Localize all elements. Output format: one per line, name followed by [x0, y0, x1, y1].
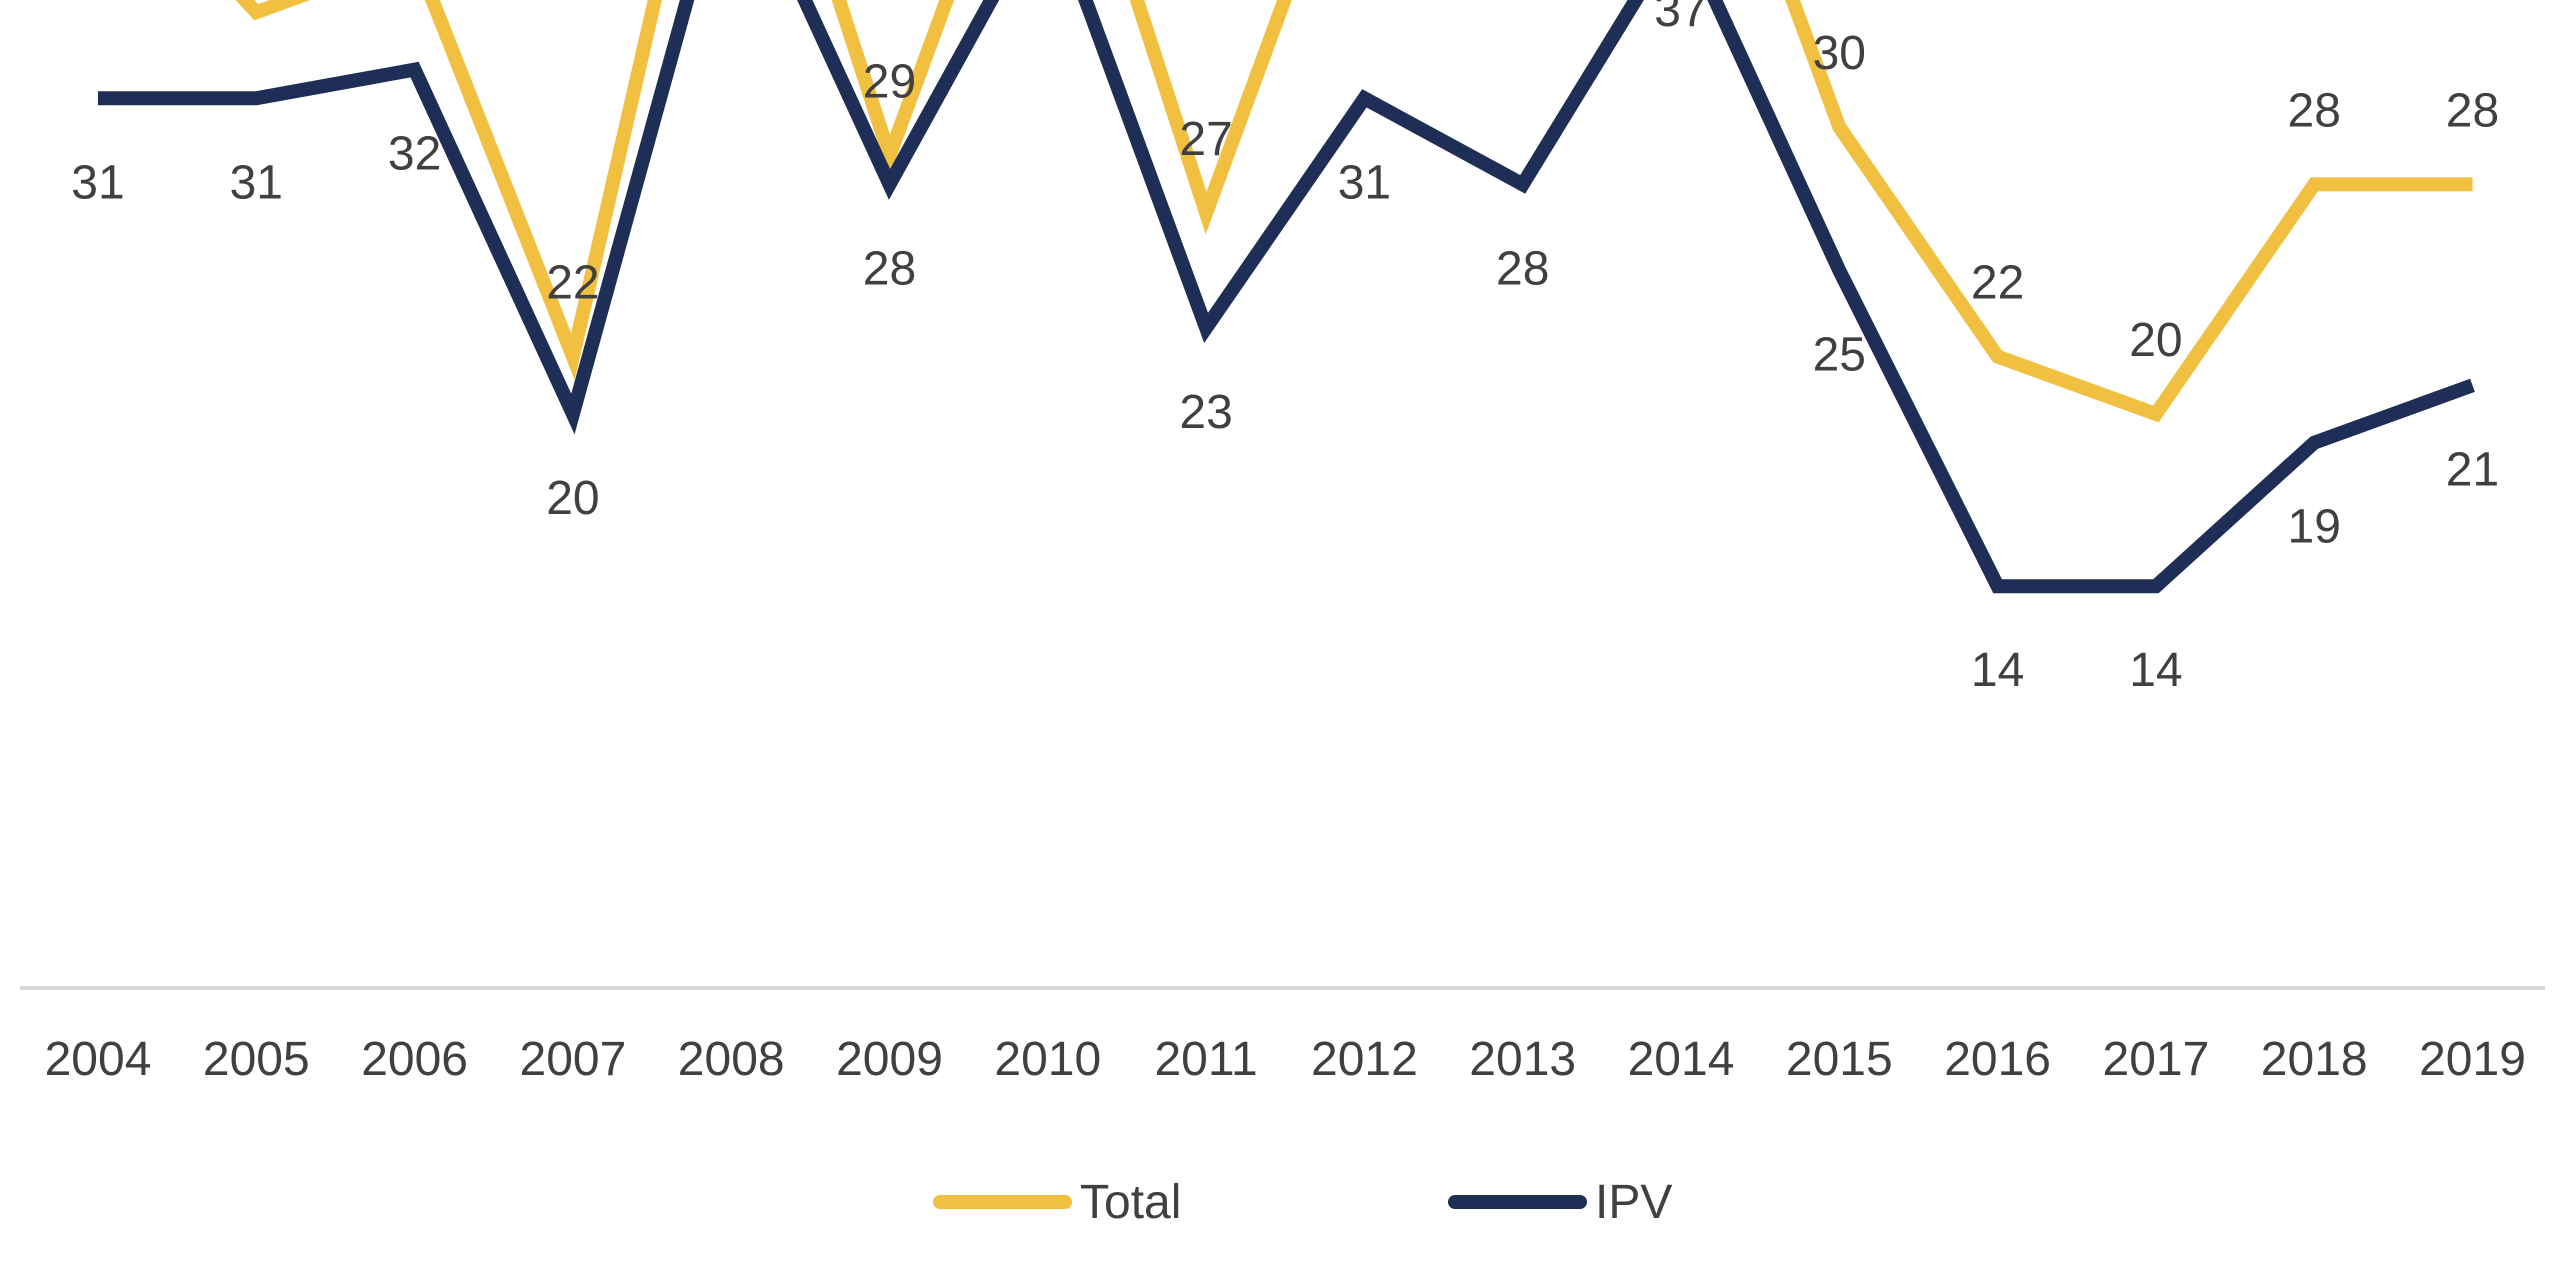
- data-label-ipv: 21: [2446, 443, 2499, 496]
- x-tick-label: 2017: [2103, 1033, 2210, 1086]
- data-label-ipv: 28: [863, 242, 916, 295]
- x-tick-label: 2004: [45, 1033, 152, 1086]
- data-label-ipv: 28: [1496, 242, 1549, 295]
- x-tick-label: 2012: [1311, 1033, 1418, 1086]
- x-tick-label: 2013: [1469, 1033, 1576, 1086]
- data-label-ipv: 19: [2288, 501, 2341, 554]
- data-label-ipv: 31: [1338, 156, 1391, 209]
- data-label-ipv: 32: [388, 128, 441, 181]
- data-label-total: 22: [546, 257, 599, 310]
- x-tick-label: 2008: [678, 1033, 785, 1086]
- data-label-total: 22: [1971, 257, 2024, 310]
- series-lines: [98, 0, 2475, 594]
- legend-label-total: Total: [1080, 1176, 1181, 1229]
- x-tick-label: 2005: [203, 1033, 310, 1086]
- legend: Total IPV: [933, 1176, 1672, 1229]
- data-label-total: 29: [863, 56, 916, 109]
- data-label-ipv: 20: [546, 472, 599, 525]
- x-tick-label: 2010: [994, 1033, 1101, 1086]
- x-tick-label: 2007: [520, 1033, 627, 1086]
- data-label-ipv: 14: [2129, 644, 2182, 697]
- data-labels: 4034362246294427423845302220282831313220…: [71, 0, 2499, 697]
- data-label-total: 28: [2288, 84, 2341, 137]
- series-line-total: [235, 0, 2473, 423]
- data-label-ipv: 23: [1179, 386, 1232, 439]
- x-tick-label: 2014: [1628, 1033, 1735, 1086]
- data-label-total: 27: [1179, 113, 1232, 166]
- data-label-total: 28: [2446, 84, 2499, 137]
- data-label-ipv: 31: [71, 156, 124, 209]
- legend-label-ipv: IPV: [1595, 1176, 1672, 1229]
- data-label-ipv: 31: [230, 156, 283, 209]
- data-label-total: 30: [1813, 27, 1866, 80]
- x-tick-label: 2006: [361, 1033, 468, 1086]
- data-label-total: 20: [2129, 314, 2182, 367]
- x-tick-label: 2011: [1154, 1033, 1257, 1086]
- x-tick-label: 2015: [1786, 1033, 1893, 1086]
- x-tick-label: 2019: [2419, 1033, 2526, 1086]
- x-tick-label: 2016: [1944, 1033, 2051, 1086]
- data-label-ipv: 37: [1654, 0, 1707, 37]
- x-tick-label: 2018: [2261, 1033, 2368, 1086]
- x-tick-labels: 2004 2005 2006 2007 2008 2009 2010 2011 2012 2013…: [45, 1033, 2526, 1086]
- data-label-ipv: 14: [1971, 644, 2024, 697]
- x-tick-label: 2009: [836, 1033, 943, 1086]
- series-line-ipv: [98, 0, 2475, 594]
- data-label-ipv: 38: [1021, 0, 1074, 8]
- data-label-ipv: 25: [1813, 329, 1866, 382]
